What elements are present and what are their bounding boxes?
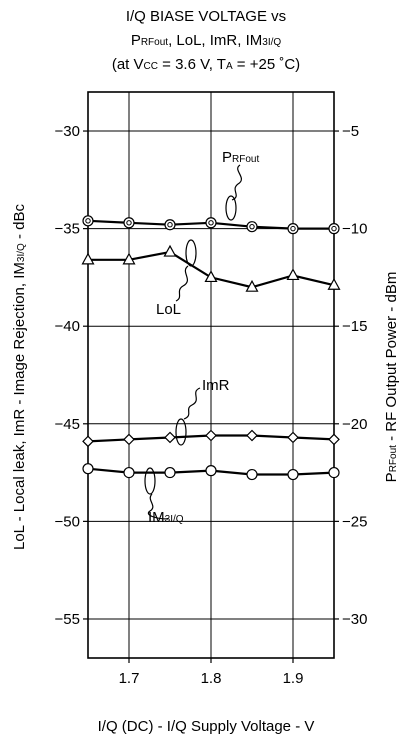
- data-point-series-0-inner: [85, 218, 91, 224]
- data-point-series-0-inner: [208, 220, 214, 226]
- data-point-series-1: [122, 252, 136, 265]
- data-point-series-1: [327, 277, 341, 290]
- data-point-series-3: [82, 463, 94, 475]
- data-point-series-3: [287, 468, 299, 481]
- leader-im3iq: [144, 467, 169, 520]
- series-label-lol: LoL: [156, 301, 181, 318]
- x-tick-label: 1.8: [201, 670, 222, 687]
- y-tick-label-left: −45: [55, 416, 80, 433]
- data-point-series-2: [82, 435, 94, 448]
- data-point-series-2: [205, 429, 217, 442]
- x-axis-label: I/Q (DC) - I/Q Supply Voltage - V: [98, 718, 315, 735]
- data-point-series-1: [163, 244, 177, 257]
- data-point-series-3: [123, 466, 135, 479]
- plot-frame: [87, 91, 335, 659]
- y-tick-label-right: −25: [342, 513, 367, 530]
- data-point-series-1: [204, 270, 218, 283]
- data-point-series-3: [205, 465, 217, 477]
- chart-title-line1: I/Q BIASE VOLTAGE vs: [126, 8, 286, 25]
- x-tick-label: 1.7: [119, 670, 140, 687]
- leader-prfout: [225, 164, 242, 221]
- data-point-series-2: [246, 429, 258, 442]
- y-tick-label-left: −55: [55, 611, 80, 628]
- series-label-imr: ImR: [202, 377, 230, 394]
- y-axis-label-right: PRFout - RF Output Power - dBm: [383, 272, 400, 483]
- y-tick-label-left: −35: [55, 221, 80, 238]
- data-point-series-2: [164, 431, 176, 444]
- data-point-series-3: [328, 466, 340, 479]
- chart-title-line3: (at VCC = 3.6 V, TA = +25 ˚C): [112, 56, 300, 73]
- y-tick-label-left: −50: [55, 513, 80, 530]
- series-label-prfout: PRFout: [222, 149, 259, 166]
- data-point-series-2: [287, 431, 299, 444]
- y-tick-label-right: −15: [342, 318, 367, 335]
- data-point-series-3: [164, 466, 176, 479]
- data-point-series-2: [123, 433, 135, 446]
- data-point-series-1: [286, 268, 300, 281]
- data-point-series-1: [81, 252, 95, 265]
- leader-imr: [175, 387, 201, 446]
- y-tick-label-right: −20: [342, 416, 367, 433]
- chart-title-line2: PRFout, LoL, ImR, IM3I/Q: [131, 32, 282, 49]
- data-point-series-3: [246, 468, 258, 481]
- data-point-series-0-inner: [249, 223, 255, 230]
- y-tick-label-right: −30: [342, 611, 367, 628]
- y-tick-label-right: −10: [342, 221, 367, 238]
- data-point-series-1: [245, 279, 259, 292]
- y-tick-label-left: −30: [55, 123, 80, 140]
- data-point-series-0-inner: [167, 222, 173, 228]
- x-tick-label: 1.9: [283, 670, 304, 687]
- y-tick-label-left: −40: [55, 318, 80, 335]
- data-point-series-0-inner: [290, 225, 296, 232]
- y-tick-label-right: −5: [342, 123, 359, 140]
- y-axis-label-left: LoL - Local leak, ImR - Image Rejection,…: [11, 204, 28, 550]
- data-point-series-0-inner: [126, 220, 132, 226]
- data-point-series-2: [328, 433, 340, 446]
- leader-lol: [175, 239, 197, 302]
- data-point-series-0-inner: [331, 225, 337, 232]
- annotation-leaders: [144, 164, 242, 520]
